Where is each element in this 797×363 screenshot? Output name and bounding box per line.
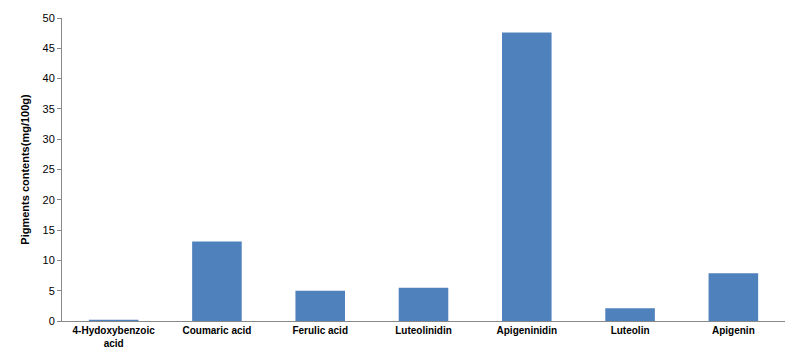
svg-text:Luteolin: Luteolin [611, 325, 650, 336]
svg-text:Pigments contents(mg/100g): Pigments contents(mg/100g) [19, 94, 31, 245]
svg-text:Luteolinidin: Luteolinidin [395, 325, 452, 336]
svg-text:4-Hydoxybenzoicacid: 4-Hydoxybenzoicacid [73, 325, 156, 349]
svg-text:Ferulic acid: Ferulic acid [292, 325, 348, 336]
svg-text:5: 5 [49, 285, 55, 297]
svg-text:25: 25 [43, 163, 55, 175]
svg-text:35: 35 [43, 103, 55, 115]
svg-text:Apigeninidin: Apigeninidin [497, 325, 558, 336]
svg-text:45: 45 [43, 42, 55, 54]
svg-text:40: 40 [43, 72, 55, 84]
svg-text:Apigenin: Apigenin [712, 325, 755, 336]
svg-text:15: 15 [43, 224, 55, 236]
svg-text:30: 30 [43, 133, 55, 145]
svg-text:Coumaric acid: Coumaric acid [182, 325, 251, 336]
svg-text:10: 10 [43, 254, 55, 266]
svg-text:0: 0 [49, 315, 55, 327]
svg-text:50: 50 [43, 12, 55, 24]
svg-text:20: 20 [43, 194, 55, 206]
